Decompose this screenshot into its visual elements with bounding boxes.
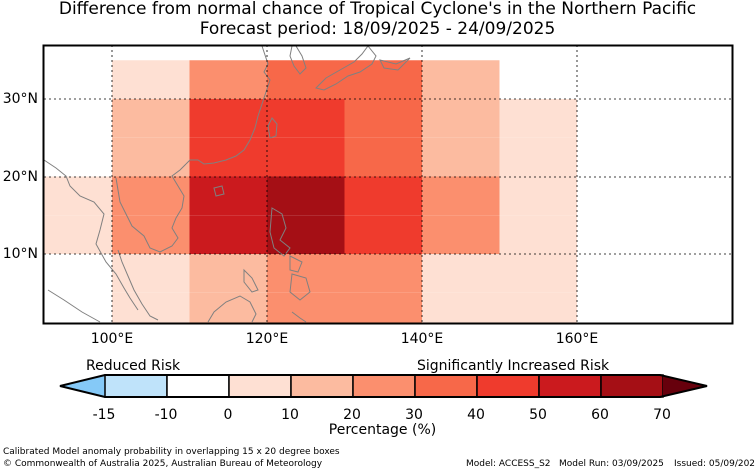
land-outlines [43,45,411,323]
anomaly-cell [344,176,422,216]
colorbar-tick-label: 40 [467,407,485,423]
lon-label-100e: 100°E [90,331,134,347]
footer-model-run: Model Run: 03/09/2025 [559,459,664,469]
japan-islands [315,45,377,91]
anomaly-cell [267,292,422,323]
colorbar-tick-label: 50 [529,407,547,423]
map-frame [42,44,734,325]
colorbar-unit-label: Percentage (%) [328,422,437,438]
anomaly-cell [44,215,112,254]
colorbar-tick-label: 60 [591,407,609,423]
anomaly-cell [422,176,500,216]
anomaly-cell [112,99,190,138]
footer-issued: Issued: 05/09/2025 [674,459,755,469]
myanmar-coast [43,159,139,311]
indochina-coast [115,163,187,253]
footer-description: Calibrated Model anomaly probability in … [3,447,340,457]
lon-label-120e: 120°E [245,331,289,347]
colorbar-extend-high [663,375,707,397]
anomaly-cell [112,292,190,323]
anomaly-cell [344,137,422,177]
chart-title: Difference from normal chance of Tropica… [58,0,697,19]
colorbar-outline [59,374,708,398]
colorbar-segment [228,374,292,398]
anomaly-cell [422,215,500,254]
colorbar-segment [104,374,168,398]
gridlines [44,45,733,323]
anomaly-cell [654,137,732,177]
colorbar-segment [166,374,230,398]
anomaly-cell [189,215,267,254]
anomaly-cell [189,292,267,323]
anomaly-cell [344,215,422,254]
lat-label-30n: 30°N [2,91,38,107]
colorbar-tick-label: 20 [343,407,361,423]
legend-increased-risk: Significantly Increased Risk [417,358,610,374]
anomaly-cell [422,254,577,293]
lat-label-10n: 10°N [2,246,38,262]
anomaly-cell [654,99,732,138]
anomaly-cell [422,137,500,177]
anomaly-cell [499,137,577,177]
footer-model: Model: ACCESS_S2 [466,459,551,469]
colorbar-segment [600,374,664,398]
colorbar-tick-label: 30 [405,407,423,423]
anomaly-cell [189,176,267,216]
luzon [269,207,291,257]
anomaly-cell [189,254,267,293]
malay-peninsula [117,249,159,321]
anomaly-cell [344,99,422,138]
anomaly-cell [112,254,190,293]
forecast-period: Forecast period: 18/09/2025 - 24/09/2025 [199,19,556,39]
anomaly-cell [422,60,500,99]
anomaly-cell [44,60,112,99]
borneo-coast [207,295,257,323]
colorbar-tick-label: 0 [223,407,233,423]
anomaly-cell [267,254,422,293]
taiwan [267,117,278,139]
colorbar [59,374,708,398]
anomaly-cell [422,292,577,323]
anomaly-cell [267,176,345,216]
colorbar-tick-label: -15 [92,407,116,423]
palawan [243,268,259,293]
colorbar-tick-label: 10 [281,407,299,423]
china-coast [185,45,271,165]
anomaly-cell [422,99,500,138]
anomaly-cell [112,137,190,177]
lat-label-20n: 20°N [2,169,38,185]
anomaly-cell [189,60,267,99]
mindanao [289,273,311,301]
colorbar-tick-label: -10 [154,407,178,423]
visayas [289,255,303,273]
sumatra-coast [47,289,101,323]
hainan [213,185,225,197]
colorbar-segment [352,374,416,398]
korea-coast [289,45,307,75]
anomaly-cell [267,215,345,254]
anomaly-cell [44,176,112,216]
japan-north [379,57,411,71]
anomaly-cell [499,215,577,254]
colorbar-segment [476,374,540,398]
footer-copyright: © Commonwealth of Australia 2025, Austra… [3,459,323,469]
anomaly-cell [499,176,577,216]
colorbar-segment [538,374,602,398]
colorbar-segment [414,374,478,398]
anomaly-cell [499,99,577,138]
anomaly-cell [112,215,190,254]
anomaly-cells [44,60,732,323]
anomaly-cell [654,60,732,99]
colorbar-tick-label: 70 [653,407,671,423]
lon-label-140e: 140°E [400,331,444,347]
sulawesi-coast [291,311,307,323]
colorbar-extend-low [60,375,105,397]
lon-label-160e: 160°E [555,331,599,347]
colorbar-segment [290,374,354,398]
anomaly-cell [112,60,190,99]
legend-reduced-risk: Reduced Risk [86,358,181,374]
